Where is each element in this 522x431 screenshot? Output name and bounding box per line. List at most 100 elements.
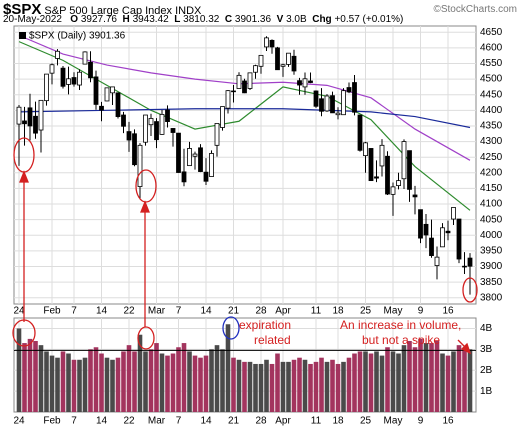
candle-body: [275, 47, 280, 71]
candle-body: [55, 50, 60, 59]
volume-bar: [456, 345, 462, 412]
volume-bar: [423, 343, 429, 412]
candle-body: [242, 80, 247, 94]
index-name: S&P 500 Large Cap Index: [44, 5, 173, 17]
x-tick-label: 28: [255, 306, 267, 317]
volume-bar: [352, 353, 357, 412]
volume-bar: [275, 353, 280, 412]
date: 20-May-2022: [3, 14, 62, 25]
volume-bar: [335, 363, 341, 412]
candle-body: [379, 144, 385, 167]
candle-body: [308, 80, 313, 83]
candle-body: [363, 142, 368, 157]
candle-body: [71, 77, 77, 85]
volume-bar: [121, 351, 126, 412]
volume-bar: [33, 340, 38, 412]
volume-bar: [187, 351, 192, 412]
quote-value: 3901.36: [234, 14, 272, 25]
candle-body: [429, 237, 434, 256]
candle-body: [38, 99, 44, 131]
quote-key: L: [174, 14, 181, 25]
volume-bar: [269, 363, 275, 412]
volume-bar: [203, 355, 209, 412]
volume-bar: [99, 353, 104, 412]
candle-body: [357, 114, 363, 151]
volume-bar: [236, 359, 242, 412]
candle-body: [198, 147, 203, 172]
candle-body: [467, 257, 473, 267]
volume-bar: [49, 355, 55, 412]
candle-body: [330, 95, 335, 114]
title-line: $SPX S&P 500 Large Cap Index INDX: [3, 1, 201, 18]
candle-body: [165, 109, 170, 122]
x-tick-label: Apr: [275, 306, 291, 317]
volume-bar: [396, 353, 401, 412]
annotation-circle: [222, 316, 240, 340]
moving-average: [18, 108, 471, 129]
annotation-text: expiration: [239, 318, 291, 332]
x-tick-label: 7: [71, 416, 77, 427]
candle-body: [187, 148, 192, 167]
annotation-text: related: [254, 333, 291, 347]
volume-bar: [341, 361, 346, 412]
volume-bar: [330, 359, 335, 412]
volume-bar: [220, 349, 225, 412]
quote-key: H: [122, 14, 130, 25]
candle-body: [264, 37, 269, 48]
x-tick-label: 16: [442, 306, 454, 317]
symbol: $SPX: [3, 1, 42, 18]
candle-body: [148, 118, 154, 126]
x-tick-label: 25: [360, 306, 372, 317]
volume-bar: [148, 349, 154, 412]
volume-bar: [357, 351, 363, 412]
volume-bar: [110, 359, 115, 412]
volume-bar: [198, 357, 203, 412]
candle-body: [27, 107, 33, 127]
volume-bar: [412, 347, 418, 412]
volume-bar: [440, 353, 445, 412]
x-tick-label: 25: [360, 416, 372, 427]
x-tick-label: May: [384, 416, 403, 427]
candle-body: [154, 121, 159, 141]
price-panel: [13, 25, 477, 305]
volume-bar: [60, 351, 66, 412]
candle-body: [214, 123, 220, 146]
y-tick-label: 4500: [480, 74, 503, 85]
x-tick-label: 22: [123, 416, 135, 427]
annotation-text: An increase in volume,: [340, 318, 461, 332]
candle-body: [126, 131, 132, 141]
candle-body: [445, 230, 451, 234]
volume-bar: [143, 351, 148, 412]
quote-line: 20-May-2022 O 3927.76 H 3943.42 L 3810.3…: [3, 14, 403, 25]
candle-body: [236, 74, 242, 89]
y-tick-label: 4350: [480, 121, 503, 132]
candle-body: [297, 80, 302, 86]
candle-body: [286, 52, 291, 65]
quote-key: O: [70, 14, 79, 25]
volume-bar: [77, 359, 82, 412]
candle-body: [220, 106, 225, 128]
x-tick-label: 24: [13, 416, 25, 427]
candle-body: [203, 171, 209, 182]
quote-key: V: [276, 14, 284, 25]
candle-body: [456, 218, 462, 260]
quote: O 3927.76 H 3943.42 L 3810.32 C 3901.36 …: [65, 14, 403, 25]
candle-body: [434, 256, 440, 266]
x-tick-label: 7: [176, 416, 182, 427]
y-tick-label: 3950: [480, 246, 503, 257]
candle-body: [423, 223, 429, 236]
candle-body: [82, 51, 88, 65]
candle-body: [104, 87, 110, 102]
candle-body: [176, 132, 181, 173]
candle-body: [22, 120, 27, 125]
candle-body: [209, 153, 214, 177]
x-tick-label: 14: [96, 306, 108, 317]
y-tick-label: 4550: [480, 58, 503, 69]
volume-bar: [132, 351, 137, 412]
volume-bar: [407, 340, 412, 412]
y-tick-label: 3900: [480, 261, 503, 272]
candle-body: [280, 64, 286, 67]
candle-body: [374, 176, 379, 179]
volume-bar: [368, 353, 374, 412]
